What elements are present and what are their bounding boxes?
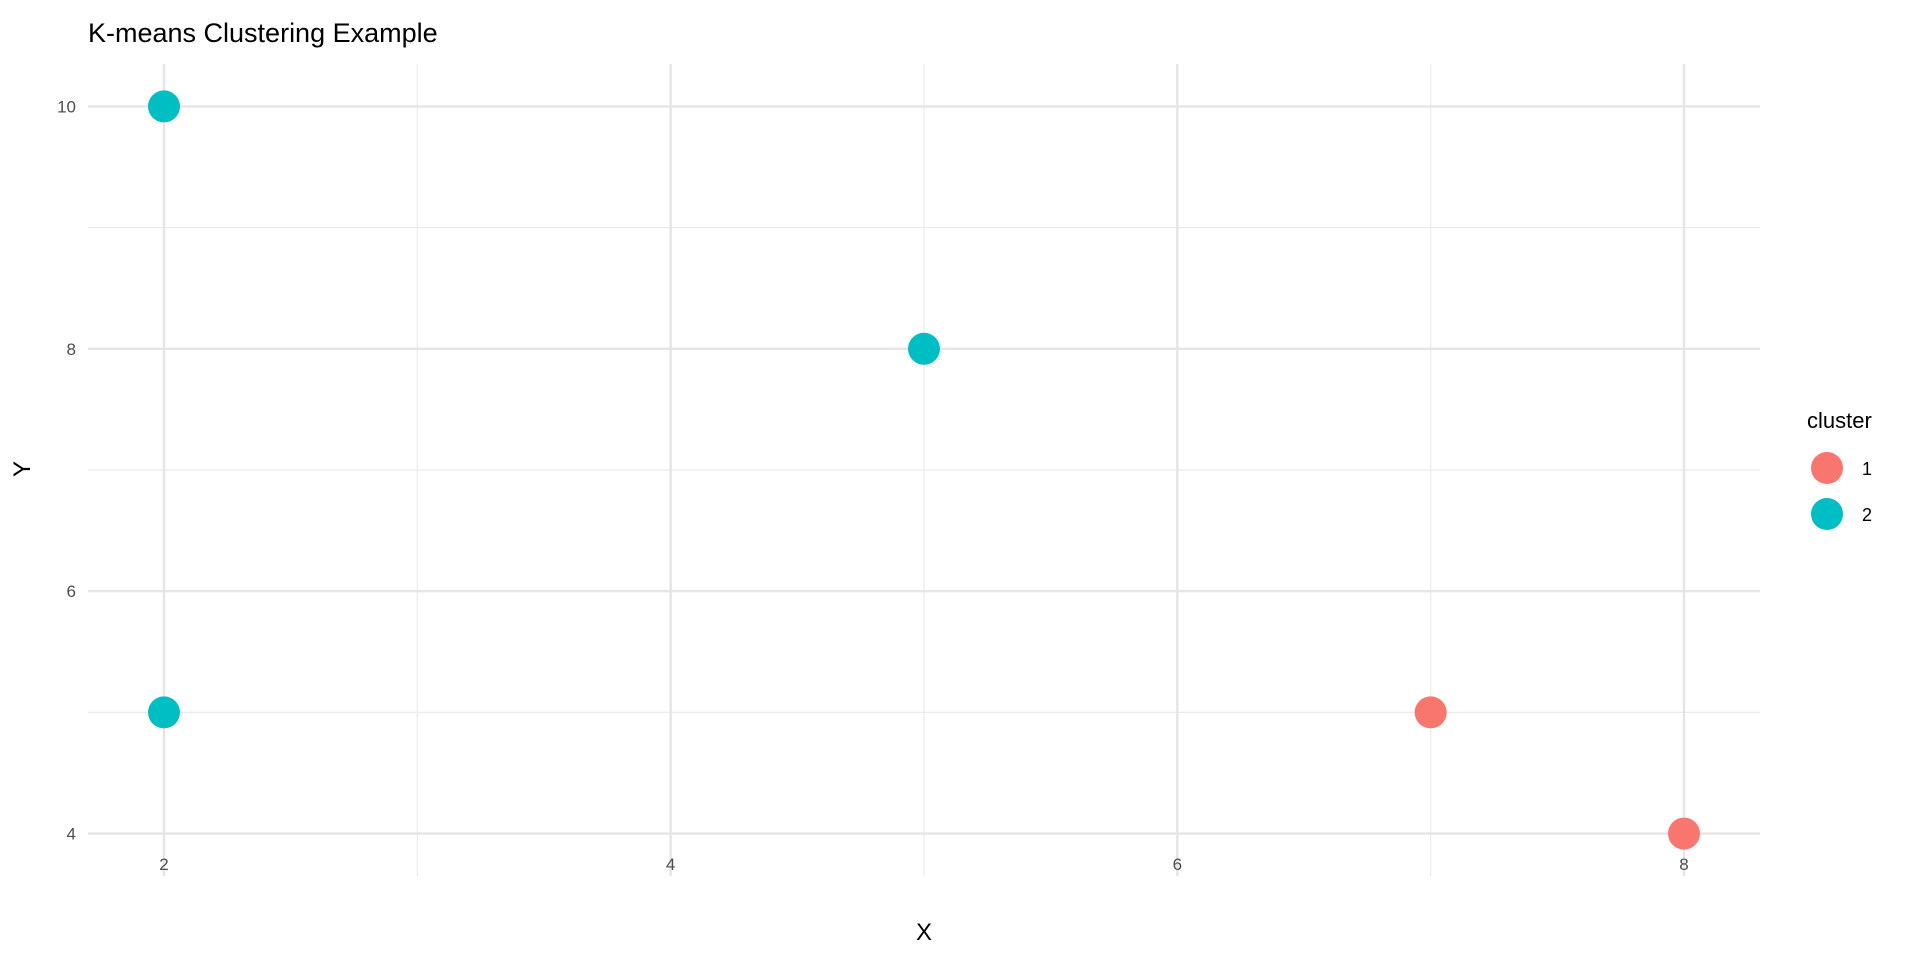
grid bbox=[88, 64, 1760, 876]
y-tick-label: 6 bbox=[67, 582, 76, 601]
data-point-cluster-2 bbox=[908, 332, 940, 365]
tick-labels: 2 4 6 8 4 6 8 10 bbox=[57, 97, 1689, 874]
x-tick-label: 8 bbox=[1679, 855, 1688, 874]
chart-title: K-means Clustering Example bbox=[88, 18, 438, 48]
x-tick-label: 6 bbox=[1173, 855, 1182, 874]
x-tick-label: 4 bbox=[666, 855, 675, 874]
y-axis-label: Y bbox=[9, 461, 36, 477]
legend-key-2 bbox=[1811, 498, 1843, 530]
x-axis-label: X bbox=[916, 919, 932, 946]
y-tick-label: 8 bbox=[67, 340, 76, 359]
y-tick-label: 10 bbox=[57, 97, 76, 116]
legend-label-1: 1 bbox=[1862, 459, 1872, 479]
data-point-cluster-1 bbox=[1414, 696, 1447, 729]
y-tick-label: 4 bbox=[67, 825, 76, 844]
data-point-cluster-2 bbox=[148, 696, 180, 729]
legend-title: cluster bbox=[1807, 408, 1872, 433]
data-point-cluster-1 bbox=[1668, 817, 1700, 850]
legend-key-1 bbox=[1811, 452, 1843, 484]
legend-label-2: 2 bbox=[1862, 505, 1872, 525]
data-point-cluster-2 bbox=[148, 90, 180, 123]
points bbox=[148, 90, 1700, 850]
legend: cluster 1 2 bbox=[1807, 408, 1872, 530]
x-tick-label: 2 bbox=[159, 855, 168, 874]
